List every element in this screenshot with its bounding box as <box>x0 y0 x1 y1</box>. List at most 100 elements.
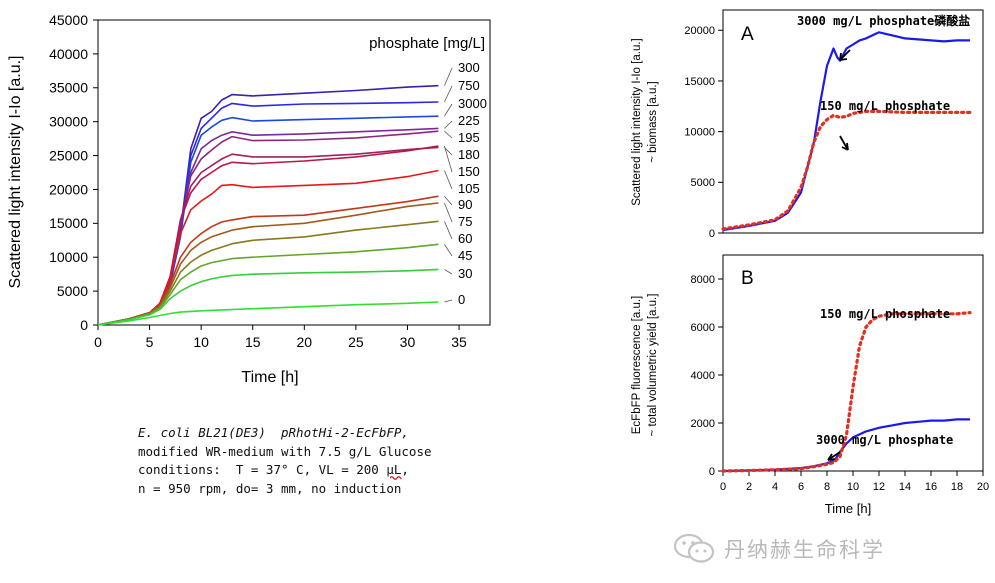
plot-frame <box>97 19 491 326</box>
x-tick-label: 20 <box>977 481 989 493</box>
series-line-60 <box>97 220 439 326</box>
legend-label-60: 60 <box>458 231 472 246</box>
series-line-30 <box>97 268 439 326</box>
y-tick-label: 4000 <box>691 370 715 382</box>
y-tick-label: 40000 <box>49 46 88 62</box>
series-line-150-mg-L-phosphate <box>721 109 972 231</box>
caption-strain: E. coli BL21(DE3) pRhotHi-2-EcFbFP, <box>138 425 409 440</box>
x-tick-label: 16 <box>925 481 937 493</box>
y-tick-label: 10000 <box>684 126 715 138</box>
y-tick-label: 0 <box>80 317 88 333</box>
series-line-180 <box>97 146 439 326</box>
panel-label-a: A <box>741 24 754 45</box>
legend-title: phosphate [mg/L] <box>369 35 485 52</box>
x-tick-label: 2 <box>746 481 752 493</box>
legend-label-300: 300 <box>458 60 480 75</box>
y-axis-title: Scattered light intensity I-Io [a.u.] <box>7 55 24 288</box>
caption-volume-unit: μL <box>386 462 402 477</box>
x-tick-label: 6 <box>798 481 804 493</box>
legend-label-0: 0 <box>458 292 465 307</box>
figure-caption: E. coli BL21(DE3) pRhotHi-2-EcFbFP, modi… <box>138 425 432 496</box>
y-tick-label: 0 <box>709 228 715 240</box>
legend-leader <box>444 299 453 303</box>
legend-leader <box>444 202 453 223</box>
legend-label-3000: 3000 <box>458 96 487 111</box>
y-tick-label: 35000 <box>49 80 88 96</box>
x-tick-label: 12 <box>873 481 885 493</box>
arrow-icon <box>839 135 849 151</box>
legend-leader <box>444 120 453 129</box>
legend-leader <box>444 170 453 190</box>
y-tick-label: 20000 <box>684 25 715 37</box>
chart-panel-0: 0500010000150002000025000300003500040000… <box>7 12 491 386</box>
x-tick-label: 25 <box>348 334 364 350</box>
caption-medium: modified WR-medium with 7.5 g/L Glucose <box>138 443 432 459</box>
legend-label-90: 90 <box>458 197 472 212</box>
legend-label-180: 180 <box>458 147 480 162</box>
chart-panel-1: 0 5000 10000 15000 20000 A Scattered light int… <box>631 9 984 240</box>
series-line-150 <box>97 145 439 326</box>
legend-leader <box>444 221 453 240</box>
series-line-300 <box>97 84 439 326</box>
y-tick-label: 20000 <box>49 181 88 197</box>
y-tick-label: 2000 <box>691 418 715 430</box>
series-line-90 <box>97 195 439 326</box>
arrow-icon <box>827 451 841 461</box>
legend-leader <box>444 67 453 86</box>
legend-label-225: 225 <box>458 113 480 128</box>
series-line-45 <box>97 243 439 326</box>
x-tick-label: 4 <box>772 481 778 493</box>
legend-leader <box>444 145 453 173</box>
series-line-3000 <box>97 115 439 326</box>
legend-label-195: 195 <box>458 130 480 145</box>
y-tick-label: 6000 <box>691 322 715 334</box>
wechat-icon <box>673 533 715 563</box>
y-tick-label: 45000 <box>49 12 88 28</box>
x-tick-label: 10 <box>847 481 859 493</box>
annotation-150: 150 mg/L phosphate <box>820 307 950 321</box>
x-tick-label: 35 <box>451 334 467 350</box>
legend-leader <box>444 103 453 117</box>
x-tick-label: 15 <box>245 334 261 350</box>
annotation-150: 150 mg/L phosphate <box>820 99 950 113</box>
watermark-text: 丹纳赫生命科学 <box>724 538 885 562</box>
y-tick-label: 15000 <box>684 76 715 88</box>
x-axis-title: Time [h] <box>241 369 298 386</box>
y-tick-label: 8000 <box>691 274 715 286</box>
caption-conditions: conditions: T = 37° C, VL = 200 <box>138 462 387 477</box>
series-line-105 <box>97 169 439 326</box>
legend-label-45: 45 <box>458 248 472 263</box>
x-tick-label: 30 <box>400 334 416 350</box>
caption-shaking: n = 950 rpm, do= 3 mm, no induction <box>138 480 402 496</box>
legend-label-30: 30 <box>458 266 472 281</box>
x-tick-label: 14 <box>899 481 911 493</box>
y-tick-label: 25000 <box>49 147 88 163</box>
x-tick-label: 0 <box>94 334 102 350</box>
legend-leader <box>444 195 453 206</box>
legend-leader <box>444 244 453 257</box>
series-line-195 <box>97 130 439 326</box>
y-axis-subtitle: ~ biomass [a.u.] <box>647 81 659 163</box>
y-axis-title: EcFbFP fluorescence [a.u.] <box>631 296 643 435</box>
y-tick-label: 10000 <box>49 249 88 265</box>
panel-label-b: B <box>741 268 754 289</box>
chart-panel-2: 0 2000 4000 6000 8000 0 2 4 6 8 10 12 14 16 18 20 B Time … <box>631 254 989 516</box>
series-line-3000-mg-L-phosphate <box>722 31 970 232</box>
y-tick-label: 15000 <box>49 215 88 231</box>
y-axis-title: Scattered light intensity I-Io [a.u.] <box>631 38 643 205</box>
series-line-75 <box>97 202 439 326</box>
annotation-3000: 3000 mg/L phosphate磷酸盐 <box>797 13 970 28</box>
legend-leader <box>444 85 453 103</box>
x-tick-label: 8 <box>824 481 830 493</box>
y-tick-label: 5000 <box>57 283 88 299</box>
x-tick-label: 18 <box>951 481 963 493</box>
arrow-icon <box>839 49 851 61</box>
series-line-0 <box>97 301 439 326</box>
x-tick-label: 20 <box>297 334 313 350</box>
x-tick-label: 0 <box>720 481 726 493</box>
legend-label-150: 150 <box>458 164 480 179</box>
y-tick-label: 5000 <box>691 177 715 189</box>
legend-label-750: 750 <box>458 78 480 93</box>
legend-leader <box>444 147 453 156</box>
